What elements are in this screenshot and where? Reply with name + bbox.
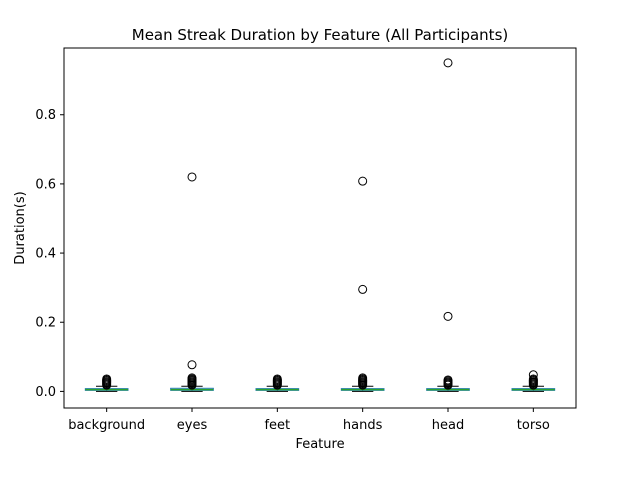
box-group-feet	[255, 374, 300, 392]
outlier-point	[443, 311, 453, 321]
axes-frame	[63, 47, 577, 409]
box-group-eyes	[170, 172, 214, 392]
x-tick-label: torso	[517, 418, 550, 433]
y-tick-label: 0.0	[35, 385, 56, 400]
x-tick-label: feet	[264, 418, 290, 433]
outlier-point	[272, 374, 282, 384]
y-tick-label: 0.8	[35, 108, 56, 123]
x-tick-label: hands	[343, 418, 383, 433]
outlier-point	[443, 375, 453, 385]
outlier-point	[358, 373, 368, 383]
y-axis-label: Duration(s)	[13, 191, 28, 264]
outlier-point	[443, 58, 453, 68]
outlier-point	[358, 176, 368, 186]
outlier-point	[528, 374, 538, 384]
y-tick-label: 0.2	[35, 316, 56, 331]
plot-area	[84, 58, 556, 392]
outlier-point	[187, 360, 197, 370]
box-group-hands	[340, 176, 385, 392]
outlier-point	[187, 373, 197, 383]
x-tick-label: eyes	[177, 418, 208, 433]
outlier-point	[102, 374, 112, 384]
box-group-head	[426, 58, 470, 392]
outlier-point	[358, 284, 368, 294]
y-tick-label: 0.6	[35, 177, 56, 192]
x-axis-label: Feature	[295, 437, 344, 452]
x-tick-label: head	[432, 418, 464, 433]
outlier-point	[528, 370, 538, 380]
y-tick-label: 0.4	[35, 247, 56, 262]
chart-title: Mean Streak Duration by Feature (All Par…	[132, 26, 508, 44]
box-group-background	[84, 374, 129, 392]
x-tick-label: background	[68, 418, 145, 433]
outlier-point	[187, 172, 197, 182]
box-group-torso	[511, 370, 556, 392]
